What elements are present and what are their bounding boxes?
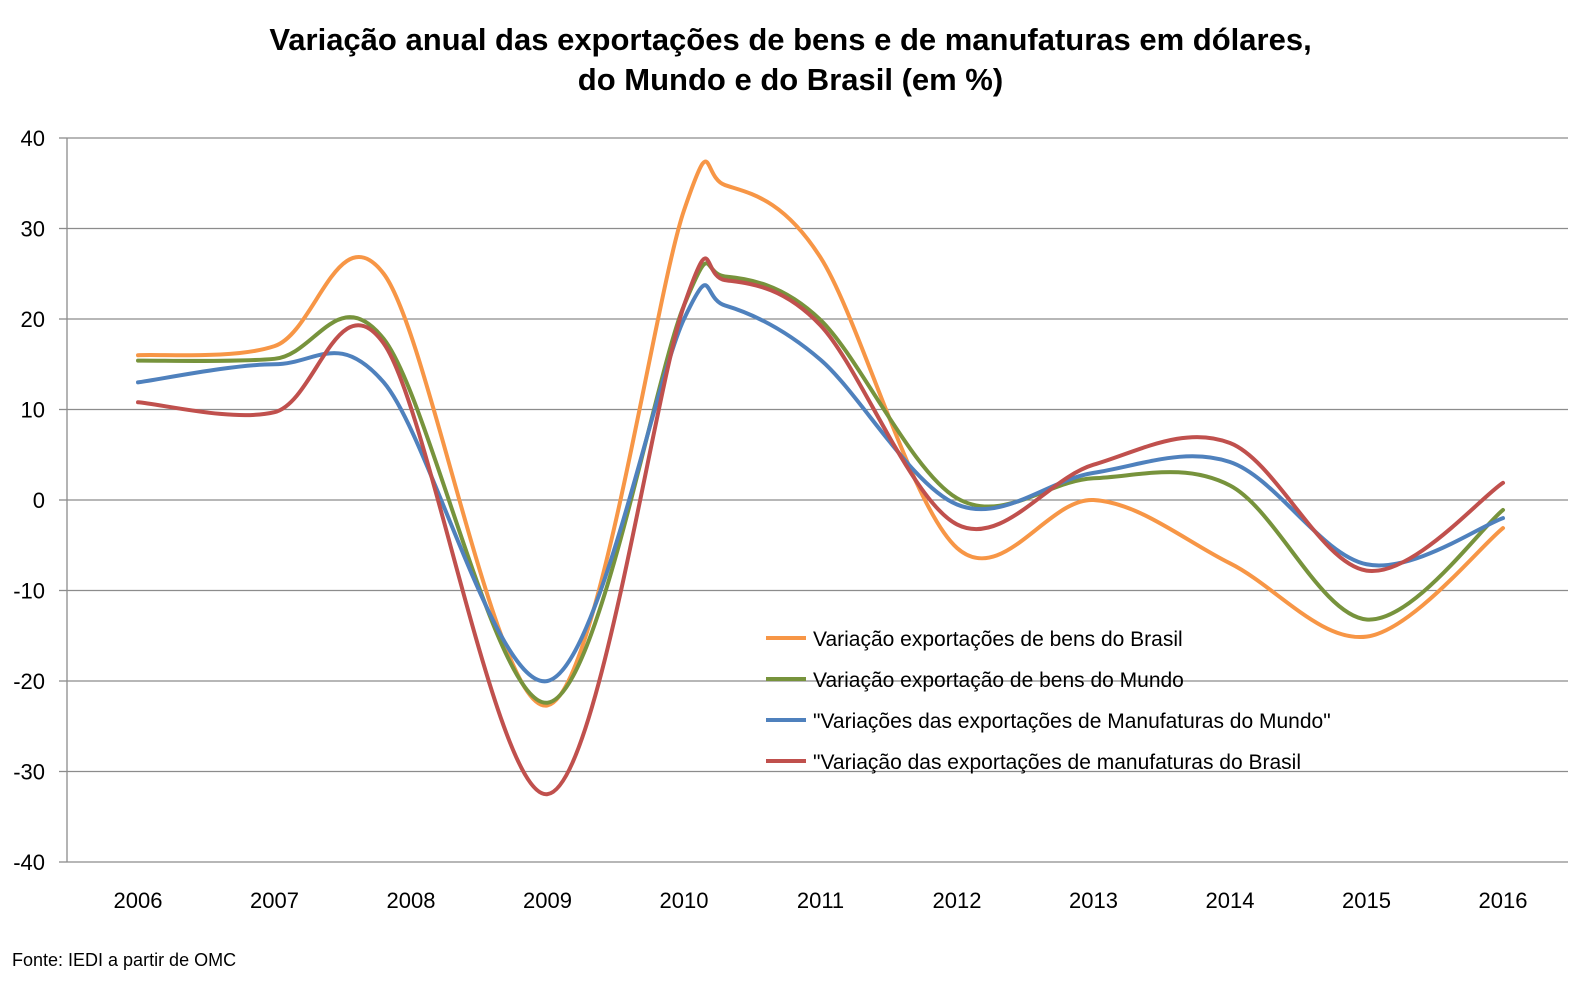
y-tick-label: 20 bbox=[21, 307, 45, 332]
x-axis-tick-labels: 2006 2007 2008 2009 2010 2011 2012 2013 2014 2015… bbox=[114, 888, 1528, 913]
chart-title-line-2: do Mundo e do Brasil (em %) bbox=[577, 62, 1004, 97]
legend-label-3: "Variações das exportações de Manufatura… bbox=[813, 710, 1331, 733]
chart-title: Variação anual das exportações de bens e… bbox=[0, 20, 1581, 100]
x-tick-label: 2011 bbox=[797, 888, 844, 913]
x-tick-label: 2009 bbox=[523, 888, 572, 913]
x-tick-label: 2013 bbox=[1069, 888, 1118, 913]
x-tick-label: 2010 bbox=[660, 888, 709, 913]
y-tick-label: -20 bbox=[13, 669, 45, 694]
y-tick-label: -10 bbox=[13, 579, 45, 604]
y-tick-label: 40 bbox=[21, 126, 45, 151]
x-tick-label: 2014 bbox=[1206, 888, 1255, 913]
series-line-2 bbox=[136, 261, 1505, 705]
series-line-1 bbox=[136, 159, 1505, 708]
series-line-4 bbox=[136, 256, 1505, 797]
y-axis-tick-labels: 40 30 20 10 0 -10 -20 -30 -40 bbox=[13, 126, 45, 875]
x-tick-label: 2012 bbox=[933, 888, 982, 913]
legend-label-4: "Variação das exportações de manufaturas… bbox=[813, 751, 1301, 774]
chart-source-note: Fonte: IEDI a partir de OMC bbox=[12, 950, 237, 970]
x-tick-label: 2007 bbox=[250, 888, 299, 913]
legend-label-1: Variação exportações de bens do Brasil bbox=[813, 628, 1183, 651]
x-tick-label: 2006 bbox=[114, 888, 163, 913]
y-tick-label: 10 bbox=[21, 398, 45, 423]
y-tick-label: 0 bbox=[33, 488, 45, 513]
x-tick-label: 2015 bbox=[1342, 888, 1391, 913]
series-line-3 bbox=[136, 283, 1505, 684]
x-tick-label: 2008 bbox=[387, 888, 436, 913]
legend-label-2: Variação exportação de bens do Mundo bbox=[813, 669, 1184, 692]
x-tick-label: 2016 bbox=[1479, 888, 1528, 913]
legend: Variação exportações de bens do Brasil Va… bbox=[766, 628, 1331, 774]
axes bbox=[59, 137, 68, 863]
series-lines bbox=[136, 159, 1505, 797]
y-tick-label: 30 bbox=[21, 217, 45, 242]
y-tick-label: -30 bbox=[13, 760, 45, 785]
chart-title-line-1: Variação anual das exportações de bens e… bbox=[269, 22, 1312, 57]
y-tick-label: -40 bbox=[13, 850, 45, 875]
